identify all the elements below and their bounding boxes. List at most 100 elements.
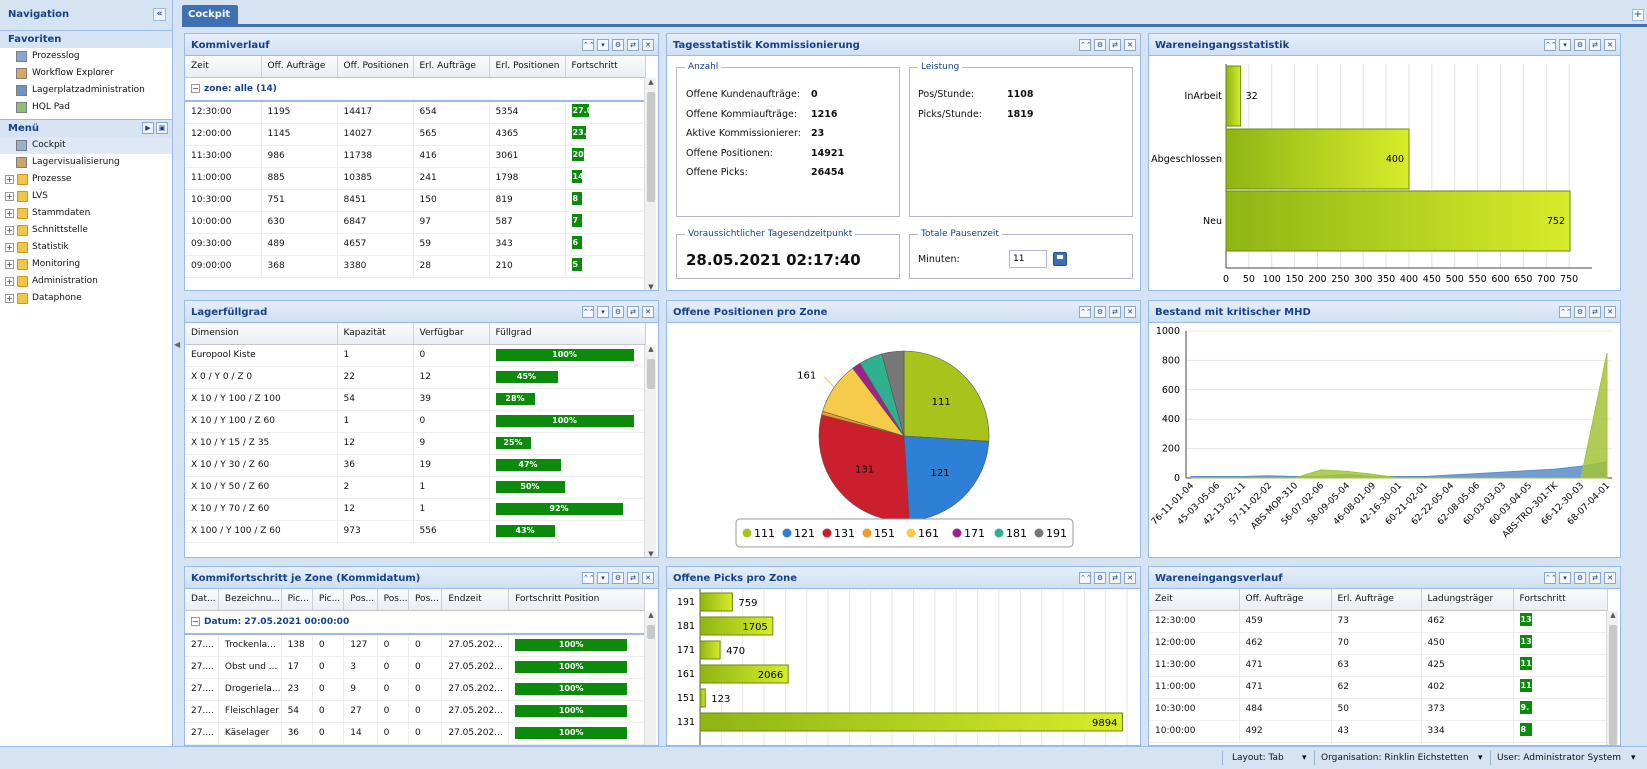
add-tab-button[interactable]: +	[1632, 9, 1644, 21]
expand-icon[interactable]: +	[5, 260, 14, 269]
dropdown-icon[interactable]: ▾	[597, 39, 609, 51]
table-row[interactable]: 11:30:00 471 63 425 11	[1149, 654, 1608, 677]
dropdown-icon[interactable]: ▾	[1559, 572, 1571, 584]
bar[interactable]	[699, 640, 721, 660]
column-header[interactable]: Fortschritt	[565, 56, 646, 78]
favorite-item[interactable]: Workflow Explorer	[0, 65, 172, 82]
column-header[interactable]: Pic...	[281, 589, 313, 611]
table-row[interactable]: Europool Kiste 1 0 100%	[185, 344, 646, 367]
chevron-down-icon[interactable]: ▾	[1302, 753, 1307, 763]
column-header[interactable]: Pos...	[408, 589, 443, 611]
menu-folder[interactable]: + Administration	[0, 273, 172, 290]
expand-icon[interactable]: +	[5, 192, 14, 201]
gear-icon[interactable]: ⚙	[1574, 39, 1586, 51]
table-row[interactable]: X 0 / Y 0 / Z 0 22 12 45%	[185, 366, 646, 389]
gear-icon[interactable]: ⚙	[1094, 572, 1106, 584]
menu-folder[interactable]: + Stammdaten	[0, 205, 172, 222]
table-row[interactable]: X 10 / Y 15 / Z 35 12 9 25%	[185, 432, 646, 455]
refresh-icon[interactable]: ⇄	[1109, 306, 1121, 318]
refresh-icon[interactable]: ⇄	[627, 39, 639, 51]
user-selector[interactable]: User: Administrator System	[1497, 753, 1622, 763]
bar[interactable]	[699, 688, 706, 708]
legend-label[interactable]: 191	[1046, 527, 1067, 540]
favorite-item[interactable]: Prozesslog	[0, 48, 172, 65]
collapse-up-icon[interactable]: ⌃⌃	[1544, 572, 1557, 584]
collapse-up-icon[interactable]: ⌃⌃	[1559, 306, 1572, 318]
bar[interactable]	[1225, 190, 1571, 252]
column-header[interactable]: Fortschritt Position	[508, 589, 645, 611]
bar[interactable]	[699, 712, 1123, 732]
collapse-up-icon[interactable]: ⌃⌃	[1079, 306, 1092, 318]
gear-icon[interactable]: ⚙	[1094, 39, 1106, 51]
expand-icon[interactable]: +	[5, 209, 14, 218]
refresh-icon[interactable]: ⇄	[1109, 39, 1121, 51]
column-header[interactable]: Bezeichnu...	[218, 589, 282, 611]
column-header[interactable]: Dimension	[185, 323, 338, 345]
table-row[interactable]: X 100 / Y 100 / Z 60 973 556 43%	[185, 520, 646, 543]
table-row[interactable]: 10:00:00 630 6847 97 587 7	[185, 211, 646, 234]
bar[interactable]	[699, 664, 789, 684]
column-header[interactable]: Kapazität	[337, 323, 414, 345]
column-header[interactable]: Off. Positionen	[337, 56, 414, 78]
dropdown-icon[interactable]: ▾	[597, 572, 609, 584]
legend-label[interactable]: 111	[754, 527, 775, 540]
layout-selector[interactable]: Layout: Tab	[1232, 753, 1284, 763]
table-row[interactable]: 12:30:00 459 73 462 13	[1149, 610, 1608, 633]
column-header[interactable]: Pic...	[312, 589, 345, 611]
dropdown-icon[interactable]: ▾	[1559, 39, 1571, 51]
vertical-scrollbar[interactable]: ▲	[1606, 611, 1618, 745]
expand-icon[interactable]: +	[5, 277, 14, 286]
close-icon[interactable]: ✕	[642, 572, 654, 584]
table-row[interactable]: 10:30:00 751 8451 150 819 8	[185, 189, 646, 212]
vertical-scrollbar[interactable]: ▲ ▼	[644, 78, 656, 290]
gear-icon[interactable]: ⚙	[612, 572, 624, 584]
gear-icon[interactable]: ⚙	[612, 39, 624, 51]
collapse-up-icon[interactable]: ⌃⌃	[582, 39, 595, 51]
legend-label[interactable]: 181	[1006, 527, 1027, 540]
chevron-down-icon[interactable]: ▾	[1631, 753, 1636, 763]
refresh-icon[interactable]: ⇄	[627, 306, 639, 318]
pie-slice[interactable]	[881, 350, 905, 437]
menu-item[interactable]: Lagervisualisierung	[0, 154, 172, 171]
table-row[interactable]: 12:00:00 1145 14027 565 4365 23.	[185, 123, 646, 146]
collapse-up-icon[interactable]: ⌃⌃	[582, 306, 595, 318]
area-series[interactable]	[1191, 352, 1608, 479]
vertical-scrollbar[interactable]: ▲	[644, 611, 656, 745]
gear-icon[interactable]: ⚙	[1574, 572, 1586, 584]
pie-slice[interactable]	[903, 350, 990, 442]
close-icon[interactable]: ✕	[1604, 306, 1616, 318]
column-header[interactable]: Ladungsträger	[1421, 589, 1514, 611]
expand-icon[interactable]: +	[5, 294, 14, 303]
play-icon[interactable]: ▶	[142, 122, 154, 134]
table-row[interactable]: X 10 / Y 70 / Z 60 12 1 92%	[185, 498, 646, 521]
collapse-up-icon[interactable]: ⌃⌃	[1079, 39, 1092, 51]
collapse-up-icon[interactable]: ⌃⌃	[1544, 39, 1557, 51]
group-row[interactable]: − Datum: 27.05.2021 00:00:00	[185, 610, 645, 635]
refresh-icon[interactable]: ⇄	[1589, 572, 1601, 584]
close-icon[interactable]: ✕	[1124, 572, 1136, 584]
organisation-selector[interactable]: Organisation: Rinklin Eichstetten	[1321, 753, 1469, 763]
gear-icon[interactable]: ⚙	[1574, 306, 1586, 318]
collapse-up-icon[interactable]: ⌃⌃	[1079, 572, 1092, 584]
sidebar-splitter[interactable]: ◀	[174, 340, 181, 349]
column-header[interactable]: Erl. Aufträge	[1331, 589, 1422, 611]
menu-folder[interactable]: + Prozesse	[0, 171, 172, 188]
tree-icon[interactable]: ▣	[156, 122, 168, 134]
favorite-item[interactable]: Lagerplatzadministration	[0, 82, 172, 99]
column-header[interactable]: Erl. Positionen	[489, 56, 566, 78]
close-icon[interactable]: ✕	[1124, 39, 1136, 51]
table-row[interactable]: X 10 / Y 50 / Z 60 2 1 50%	[185, 476, 646, 499]
legend-label[interactable]: 151	[874, 527, 895, 540]
table-row[interactable]: X 10 / Y 100 / Z 60 1 0 100%	[185, 410, 646, 433]
refresh-icon[interactable]: ⇄	[1109, 572, 1121, 584]
table-row[interactable]: X 10 / Y 30 / Z 60 36 19 47%	[185, 454, 646, 477]
close-icon[interactable]: ✕	[1604, 572, 1616, 584]
column-header[interactable]: Fortschritt	[1513, 589, 1608, 611]
save-icon[interactable]	[1053, 252, 1067, 266]
pause-minutes-input[interactable]	[1009, 250, 1047, 268]
gear-icon[interactable]: ⚙	[612, 306, 624, 318]
menu-folder[interactable]: + LVS	[0, 188, 172, 205]
